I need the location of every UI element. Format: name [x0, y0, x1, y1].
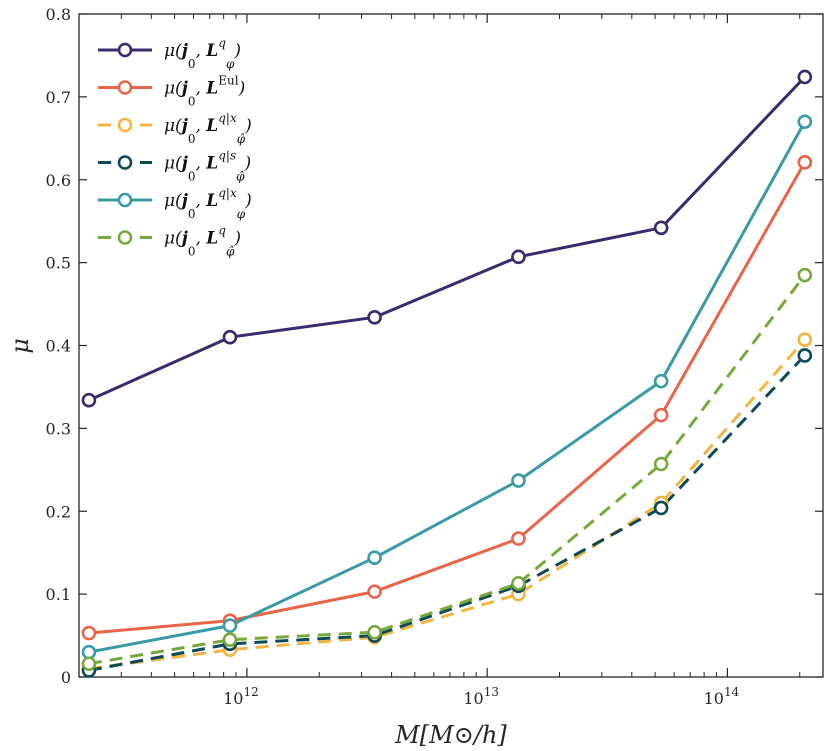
- series-5-point: [81, 644, 97, 660]
- series-line-1: [88, 75, 806, 402]
- y-tick-label: 0.4: [46, 337, 71, 356]
- legend-label-1: μ(j0, L^q_φ)μ(j0​, Lq​φ​): [164, 36, 241, 71]
- series-6-point: [511, 576, 526, 591]
- legend-swatch-marker: [117, 230, 133, 245]
- x-tick-base: 10: [223, 689, 243, 708]
- series-lines: [88, 75, 807, 672]
- x-tick-label: 1014: [704, 685, 740, 708]
- x-tick-exponent: 12: [243, 685, 258, 699]
- legend-swatch-marker: [117, 192, 133, 208]
- y-tick-label: 0.2: [46, 502, 71, 521]
- y-tick-label: 0.1: [46, 585, 71, 604]
- series-2-point: [653, 407, 669, 423]
- y-tick-label: 0.6: [46, 171, 71, 190]
- series-line-3: [88, 338, 806, 671]
- series-6-point: [797, 267, 813, 283]
- y-axis-title: μ: [6, 338, 34, 354]
- series-4-point: [797, 348, 813, 363]
- series-6-point: [367, 624, 382, 640]
- legend-box: [88, 24, 284, 256]
- series-5-point: [511, 473, 526, 488]
- series-line-4: [88, 354, 806, 672]
- legend: μ(j0, L^q_φ)μ(j0​, Lq​φ​)μ(j0, L^Eul)μ(j…: [88, 24, 284, 259]
- series-1-point: [222, 329, 238, 345]
- series-5-point: [797, 114, 813, 130]
- x-tick-exponent: 14: [724, 685, 740, 699]
- y-tick-label: 0.5: [46, 254, 71, 273]
- series-5-point: [367, 550, 382, 565]
- series-2-point: [81, 625, 97, 641]
- axis-ticks: [78, 13, 823, 678]
- x-axis-title: M[M⊙/h]: [394, 721, 507, 749]
- y-tick-label: 0.3: [46, 419, 71, 438]
- legend-label-2: μ(j0, L^Eul)μ(j0​, LEul​): [164, 74, 245, 109]
- series-1-point: [367, 310, 382, 325]
- series-6-point: [81, 656, 97, 672]
- legend-label-4: μ(j0, L^{q|s}_φ̂)μ(j0​, Lq|s​φ̂​): [164, 149, 251, 184]
- series-2-point: [367, 584, 382, 599]
- series-1-point: [797, 69, 813, 85]
- y-tick-label: 0: [61, 668, 71, 687]
- series-2-point: [511, 531, 526, 546]
- series-2-point: [797, 155, 813, 170]
- x-tick-label: 1013: [463, 685, 499, 708]
- series-1-point: [81, 392, 97, 408]
- series-line-6: [88, 274, 806, 666]
- series-1-point: [653, 220, 669, 236]
- series-line-5: [88, 120, 807, 654]
- x-tick-base: 10: [463, 689, 483, 708]
- legend-label-5: μ(j0, L^{q|x}_φ)μ(j0​, Lq|x​φ​): [164, 186, 252, 221]
- legend-swatch-marker: [117, 80, 133, 95]
- series-line-2: [88, 161, 807, 635]
- legend-swatch-marker: [117, 155, 133, 170]
- series-5-point: [222, 618, 238, 633]
- legend-label-6: μ(j0, L^q_φ̂)μ(j0​, Lq​φ̂​): [164, 224, 241, 259]
- y-tick-label: 0.8: [46, 5, 71, 24]
- x-tick-exponent: 13: [484, 685, 499, 699]
- legend-label-3: μ(j0, L^{q|x}_φ̂)μ(j0​, Lq|x​φ̂​): [164, 111, 252, 146]
- series-4-point: [653, 500, 669, 516]
- series-1-point: [511, 249, 526, 265]
- series-6-point: [222, 632, 238, 648]
- plot-area: [78, 13, 824, 678]
- series-5-point: [653, 373, 669, 389]
- legend-swatch-marker: [117, 42, 133, 58]
- series-3-point: [797, 332, 813, 347]
- legend-swatch-marker: [117, 117, 133, 133]
- series-markers: [81, 69, 813, 678]
- y-tick-label: 0.7: [46, 88, 71, 107]
- x-tick-label: 1012: [223, 685, 259, 708]
- x-tick-base: 10: [704, 689, 724, 708]
- series-6-point: [653, 456, 669, 472]
